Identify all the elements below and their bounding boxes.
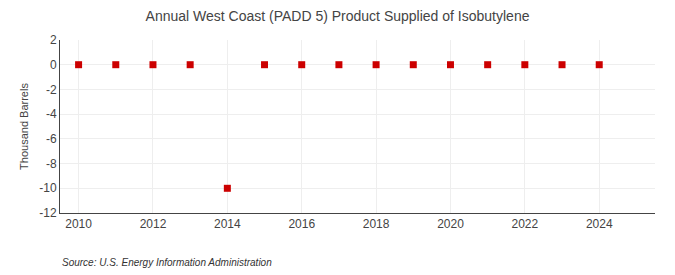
- svg-text:0: 0: [50, 58, 57, 72]
- svg-text:Thousand Barrels: Thousand Barrels: [18, 83, 30, 170]
- svg-text:-6: -6: [46, 132, 57, 146]
- svg-text:-8: -8: [46, 157, 57, 171]
- svg-text:-10: -10: [39, 181, 57, 195]
- svg-text:2020: 2020: [437, 217, 464, 231]
- svg-text:2010: 2010: [65, 217, 92, 231]
- svg-text:2014: 2014: [214, 217, 241, 231]
- svg-text:-12: -12: [39, 206, 57, 220]
- svg-text:2022: 2022: [511, 217, 538, 231]
- svg-text:-4: -4: [46, 107, 57, 121]
- svg-text:-2: -2: [46, 83, 57, 97]
- svg-text:2016: 2016: [288, 217, 315, 231]
- svg-text:Annual West Coast (PADD 5) Pro: Annual West Coast (PADD 5) Product Suppl…: [146, 8, 530, 24]
- svg-text:2: 2: [50, 33, 57, 47]
- svg-text:2024: 2024: [586, 217, 613, 231]
- svg-text:2012: 2012: [140, 217, 167, 231]
- svg-text:Source: U.S. Energy Informatio: Source: U.S. Energy Information Administ…: [62, 257, 272, 268]
- svg-text:2018: 2018: [363, 217, 390, 231]
